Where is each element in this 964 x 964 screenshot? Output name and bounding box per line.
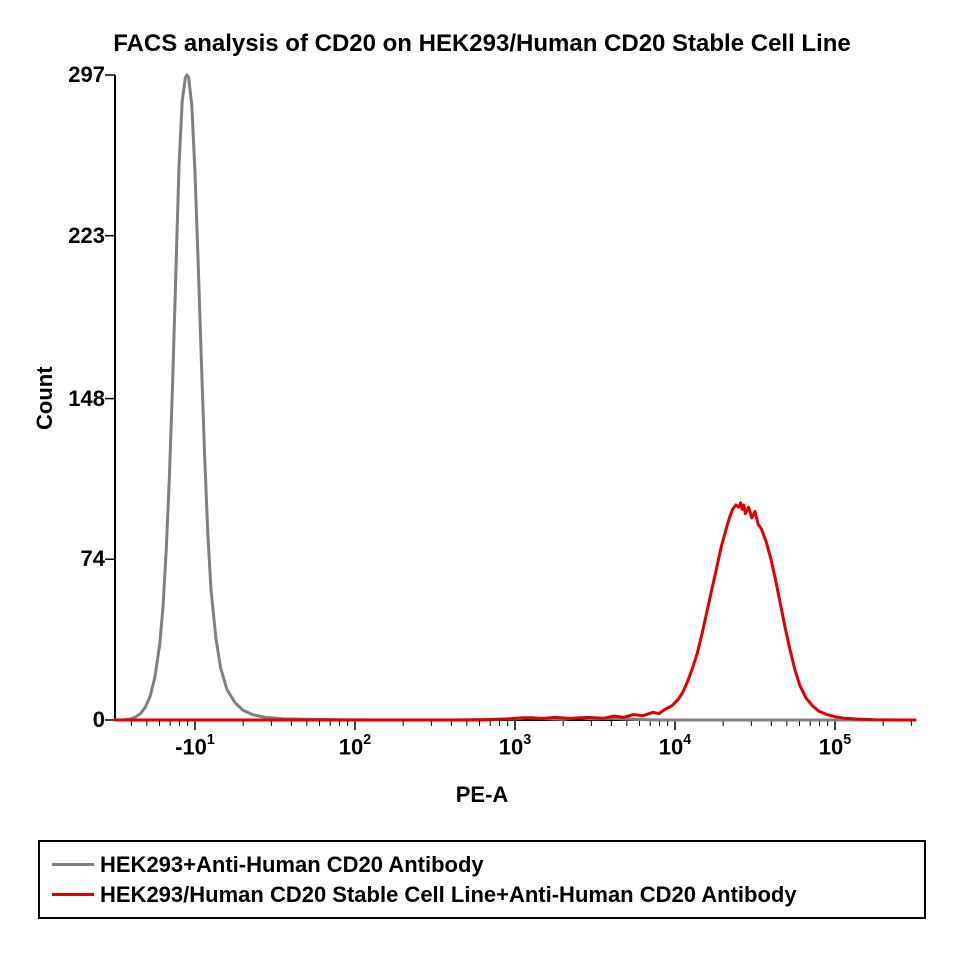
y-tick-label: 0 <box>50 707 105 733</box>
x-tick-label: 103 <box>475 734 555 760</box>
x-tick-label: 105 <box>795 734 875 760</box>
legend-label-0: HEK293+Anti-Human CD20 Antibody <box>100 850 484 880</box>
facs-histogram-figure: FACS analysis of CD20 on HEK293/Human CD… <box>0 0 964 964</box>
legend-swatch-1 <box>52 893 94 896</box>
y-tick-label: 297 <box>50 62 105 88</box>
y-tick-label: 148 <box>50 386 105 412</box>
legend-label-1: HEK293/Human CD20 Stable Cell Line+Anti-… <box>100 880 797 910</box>
plot-area <box>0 0 964 964</box>
legend: HEK293+Anti-Human CD20 Antibody HEK293/H… <box>38 840 926 919</box>
legend-swatch-0 <box>52 863 94 866</box>
x-tick-label: -101 <box>155 734 235 760</box>
y-tick-label: 74 <box>50 546 105 572</box>
y-tick-label: 223 <box>50 223 105 249</box>
legend-item-0: HEK293+Anti-Human CD20 Antibody <box>52 850 912 880</box>
x-tick-label: 104 <box>635 734 715 760</box>
x-tick-label: 102 <box>315 734 395 760</box>
legend-item-1: HEK293/Human CD20 Stable Cell Line+Anti-… <box>52 880 912 910</box>
